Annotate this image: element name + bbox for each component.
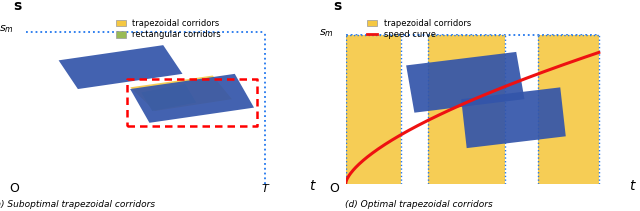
Polygon shape (428, 35, 505, 184)
Polygon shape (141, 84, 196, 111)
Legend: trapezoidal corridors, rectangular corridors: trapezoidal corridors, rectangular corri… (113, 16, 225, 43)
Polygon shape (461, 87, 566, 148)
Polygon shape (346, 35, 401, 184)
Legend: trapezoidal corridors, speed curve: trapezoidal corridors, speed curve (364, 16, 474, 43)
Text: $s_m$: $s_m$ (0, 24, 13, 35)
Text: (a) Suboptimal trapezoidal corridors: (a) Suboptimal trapezoidal corridors (0, 200, 155, 209)
Text: s: s (333, 0, 342, 13)
Polygon shape (130, 76, 232, 111)
Text: t: t (629, 179, 634, 193)
Text: $s_m$: $s_m$ (319, 27, 333, 39)
Text: t: t (309, 179, 314, 193)
Polygon shape (406, 52, 525, 113)
Text: O: O (10, 182, 20, 195)
Text: O: O (330, 182, 340, 195)
Polygon shape (538, 35, 599, 184)
Text: (d) Optimal trapezoidal corridors: (d) Optimal trapezoidal corridors (346, 200, 493, 209)
Text: T: T (262, 184, 268, 194)
Polygon shape (130, 74, 254, 123)
Polygon shape (59, 45, 182, 89)
Text: s: s (13, 0, 22, 13)
